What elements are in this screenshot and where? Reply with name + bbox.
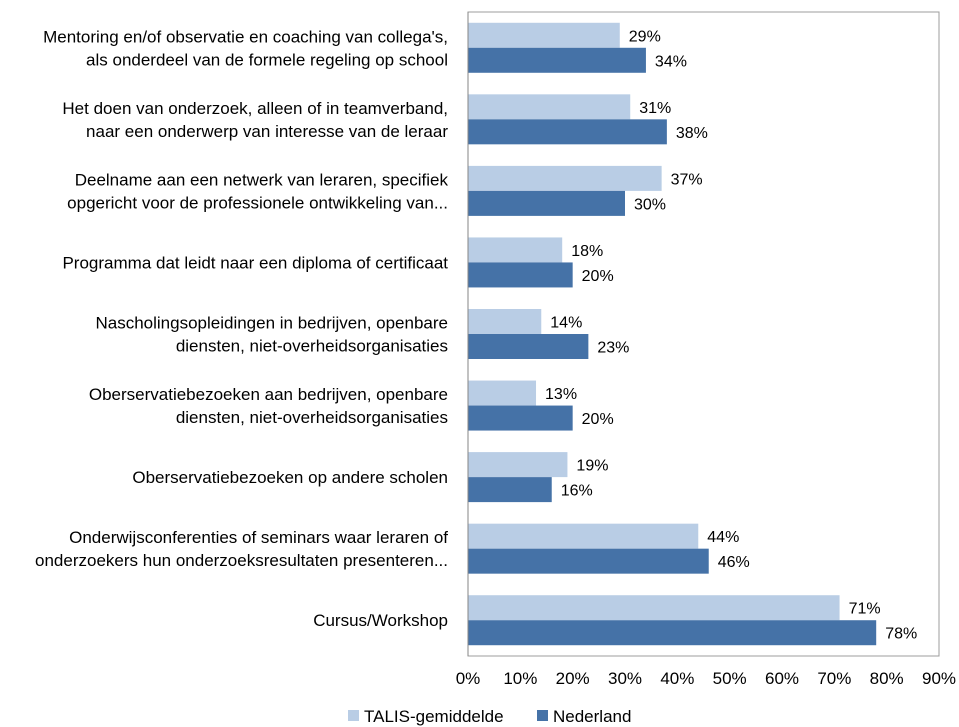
data-label: 37% [671, 171, 703, 188]
data-labels-group: 29% 34% 31% 38% 37% 30% 18% 20% 14% 23% 13% 20% 19% 1… [545, 28, 917, 642]
data-label: 34% [655, 53, 687, 70]
bar-nederland [468, 620, 877, 646]
category-label: Oberservatiebezoeken op andere scholen [132, 468, 448, 487]
x-tick-label: 40% [660, 669, 694, 688]
bar-talis [468, 595, 840, 621]
bar-talis [468, 523, 699, 549]
category-labels-group: Mentoring en/of observatie en coaching v… [35, 27, 448, 630]
bar-talis [468, 94, 631, 120]
bar-nederland [468, 262, 573, 288]
data-label: 16% [561, 483, 593, 500]
bar-nederland [468, 477, 552, 503]
category-label: Het doen van onderzoek, alleen of in tea… [62, 99, 448, 141]
data-label: 78% [885, 626, 917, 643]
x-tick-labels-group: 0% 10% 20% 30% 40% 50% 60% 70% 80% 90% [456, 669, 956, 688]
data-label: 29% [629, 28, 661, 45]
category-label: Oberservatiebezoeken aan bedrijven, open… [89, 385, 448, 427]
bar-talis [468, 165, 662, 191]
bar-nederland [468, 47, 646, 73]
category-label: Programma dat leidt naar een diploma of … [62, 253, 448, 272]
category-label: Onderwijsconferenties of seminars waar l… [35, 528, 448, 570]
legend-label-nederland: Nederland [553, 707, 631, 726]
x-tick-label: 20% [556, 669, 590, 688]
bar-talis [468, 380, 537, 406]
data-label: 20% [582, 411, 614, 428]
bar-nederland [468, 548, 709, 574]
legend-swatch-nederland [537, 710, 548, 721]
data-label: 44% [707, 529, 739, 546]
bar-talis [468, 237, 563, 263]
data-label: 30% [634, 196, 666, 213]
legend: TALIS-gemiddelde Nederland [348, 707, 631, 726]
bars-group [468, 22, 877, 646]
category-label: Deelname aan een netwerk van leraren, sp… [67, 170, 448, 212]
data-label: 23% [597, 340, 629, 357]
bar-nederland [468, 119, 667, 145]
x-tick-label: 30% [608, 669, 642, 688]
x-tick-label: 0% [456, 669, 481, 688]
category-label: Cursus/Workshop [313, 611, 448, 630]
data-label: 13% [545, 386, 577, 403]
x-tick-label: 60% [765, 669, 799, 688]
data-label: 14% [550, 315, 582, 332]
x-tick-label: 90% [922, 669, 956, 688]
x-tick-label: 10% [503, 669, 537, 688]
bar-talis [468, 452, 568, 478]
category-label: Nascholingsopleidingen in bedrijven, ope… [95, 314, 448, 356]
bar-nederland [468, 405, 573, 431]
category-label: Mentoring en/of observatie en coaching v… [43, 27, 448, 69]
data-label: 18% [571, 243, 603, 260]
bar-talis [468, 22, 620, 48]
data-label: 38% [676, 125, 708, 142]
data-label: 19% [576, 458, 608, 475]
bar-nederland [468, 334, 589, 359]
x-tick-label: 70% [817, 669, 851, 688]
data-label: 46% [718, 554, 750, 571]
bar-talis [468, 309, 542, 334]
bar-nederland [468, 190, 625, 216]
legend-swatch-talis [348, 710, 359, 721]
legend-label-talis: TALIS-gemiddelde [364, 707, 504, 726]
data-label: 31% [639, 100, 671, 117]
data-label: 71% [849, 601, 881, 618]
x-tick-label: 80% [870, 669, 904, 688]
x-tick-label: 50% [713, 669, 747, 688]
data-label: 20% [582, 268, 614, 285]
